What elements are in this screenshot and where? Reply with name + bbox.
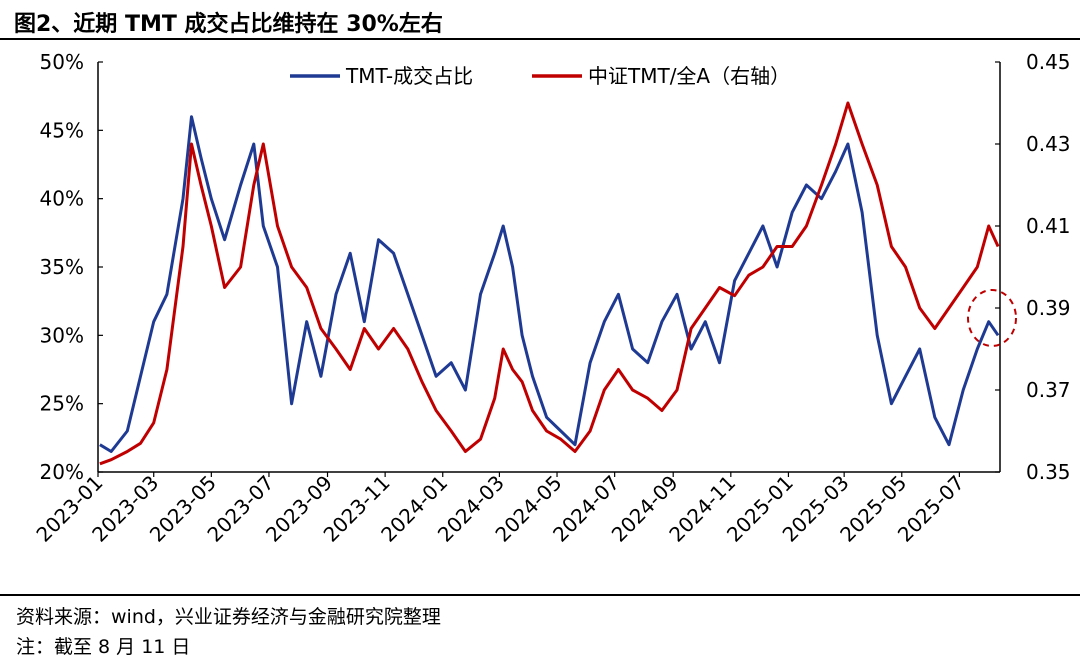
y-left-tick-label: 50% [40,50,84,74]
legend: TMT-成交占比 中证TMT/全A（右轴） [290,64,790,88]
y-right-tick-label: 0.37 [1026,378,1071,402]
y-left-tick-label: 45% [40,118,84,142]
highlight-ellipse [967,289,1017,347]
series-tmt-ratio-line [99,101,1000,466]
axes: 20% 25% 30% 35% 40% 45% 50% 0.35 0.37 0.39 0.41 0.4… [31,50,1070,547]
y-left-tick-label: 30% [40,323,84,347]
y-right-tick-label: 0.39 [1026,296,1071,320]
y-left-tick-label: 25% [40,392,84,416]
top-rule [0,38,1080,40]
y-right-tick-label: 0.43 [1026,132,1071,156]
y-right-tick-label: 0.35 [1026,460,1071,484]
y-left-tick-label: 20% [40,460,84,484]
y-right-tick-label: 0.45 [1026,50,1071,74]
series-tmt-share-line [99,115,1000,453]
legend-label-1: TMT-成交占比 [345,64,473,88]
chart-title: 图2、近期 TMT 成交占比维持在 30%左右 [14,12,443,37]
series-lines [99,101,1000,466]
date-note: 注：截至 8 月 11 日 [16,636,191,658]
y-left-tick-label: 40% [40,187,84,211]
y-left-tick-label: 35% [40,255,84,279]
bottom-rule [0,594,1080,596]
legend-label-2: 中证TMT/全A（右轴） [588,64,790,88]
chart-area: 20% 25% 30% 35% 40% 45% 50% 0.35 0.37 0.39 0.41 0.4… [31,50,1070,547]
y-right-tick-label: 0.41 [1026,214,1071,238]
source-note: 资料来源：wind，兴业证券经济与金融研究院整理 [16,606,441,628]
